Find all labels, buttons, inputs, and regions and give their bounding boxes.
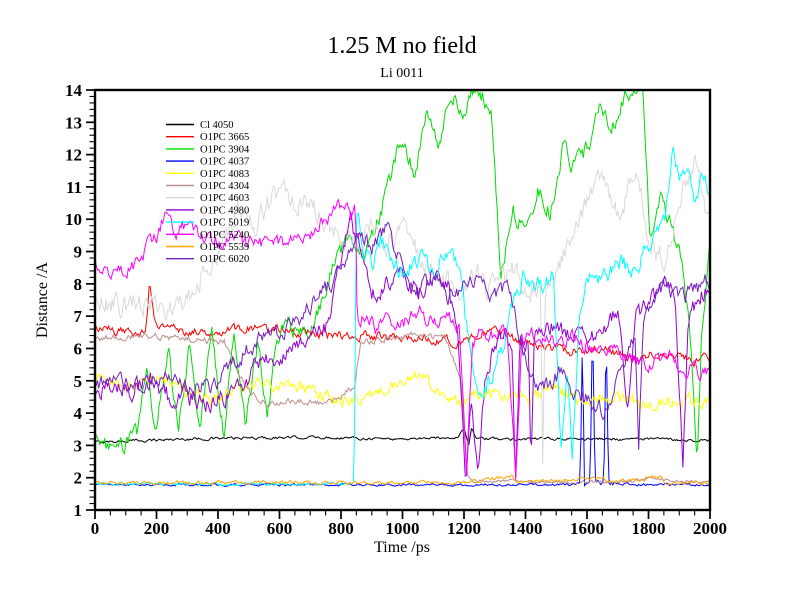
series-o1pc-3904 — [95, 89, 710, 455]
y-tick-label: 10 — [65, 210, 82, 229]
legend-item-o1pc-4037: O1PC 4037 — [166, 157, 249, 168]
y-tick-label: 8 — [74, 275, 83, 294]
series-o1pc-5019 — [95, 146, 710, 487]
y-tick-label: 4 — [74, 404, 83, 423]
chart-title: 1.25 M no field — [327, 33, 476, 59]
legend-label: O1PC 3904 — [200, 144, 250, 155]
legend-label: O1PC 5539 — [200, 242, 249, 253]
x-tick-label: 1000 — [386, 519, 420, 538]
legend-item-o1pc-4603: O1PC 4603 — [166, 193, 249, 204]
y-tick-label: 12 — [65, 146, 82, 165]
legend-item-o1pc-5240: O1PC 5240 — [166, 230, 249, 241]
x-tick-label: 800 — [328, 519, 354, 538]
x-tick-label: 1200 — [447, 519, 481, 538]
series-o1pc-5539 — [95, 474, 710, 486]
legend-item-o1pc-5539: O1PC 5539 — [166, 242, 249, 253]
y-tick-label: 13 — [65, 113, 82, 132]
x-tick-label: 200 — [144, 519, 170, 538]
y-tick-label: 11 — [66, 178, 82, 197]
series-o1pc-4980 — [95, 211, 710, 478]
legend-label: O1PC 4603 — [200, 193, 249, 204]
legend-label: O1PC 5019 — [200, 218, 249, 229]
y-tick-label: 7 — [74, 307, 83, 326]
legend-label: O1PC 6020 — [200, 254, 249, 265]
legend-label: O1PC 4037 — [200, 157, 249, 168]
plot-frame — [93, 88, 712, 512]
x-tick-label: 400 — [205, 519, 231, 538]
x-tick-label: 600 — [267, 519, 293, 538]
y-tick-label: 2 — [74, 469, 83, 488]
legend-item-o1pc-6020: O1PC 6020 — [166, 254, 249, 265]
series-o1pc-5240 — [95, 198, 710, 480]
series-o1pc-4603 — [95, 155, 710, 465]
series-o1pc-4083 — [95, 369, 710, 412]
chart-subtitle: Li 0011 — [380, 66, 423, 81]
legend-label: O1PC 4980 — [200, 205, 249, 216]
x-tick-label: 1600 — [570, 519, 604, 538]
legend-label: Cl 4050 — [200, 120, 234, 131]
x-tick-label: 0 — [91, 519, 100, 538]
series-o1pc-4037 — [95, 357, 710, 488]
legend-label: O1PC 3665 — [200, 132, 249, 143]
y-tick-label: 5 — [74, 372, 83, 391]
y-tick-label: 9 — [74, 243, 83, 262]
legend-item-o1pc-3904: O1PC 3904 — [166, 144, 250, 155]
series-cl-4050 — [95, 426, 710, 446]
x-tick-label: 1800 — [632, 519, 666, 538]
y-tick-label: 3 — [74, 436, 83, 455]
legend-item-o1pc-3665: O1PC 3665 — [166, 132, 249, 143]
y-axis-label: Distance /A — [34, 262, 51, 338]
legend-item-o1pc-5019: O1PC 5019 — [166, 218, 249, 229]
legend-item-o1pc-4304: O1PC 4304 — [166, 181, 250, 192]
legend-label: O1PC 5240 — [200, 230, 249, 241]
x-tick-label: 2000 — [693, 519, 727, 538]
legend-item-cl-4050: Cl 4050 — [166, 120, 234, 131]
x-tick-label: 1400 — [509, 519, 543, 538]
y-tick-label: 14 — [65, 81, 83, 100]
series-o1pc-6020 — [95, 221, 710, 450]
legend-item-o1pc-4083: O1PC 4083 — [166, 169, 249, 180]
legend-label: O1PC 4083 — [200, 169, 249, 180]
legend-label: O1PC 4304 — [200, 181, 250, 192]
y-tick-label: 6 — [74, 339, 83, 358]
series-layer — [95, 89, 710, 488]
x-axis-label: Time /ps — [374, 539, 430, 556]
axis-layer: 0 200 400 600 800 1000 1200 1400 1600 1800 2000123… — [65, 81, 727, 538]
y-tick-label: 1 — [74, 501, 83, 520]
legend-item-o1pc-4980: O1PC 4980 — [166, 205, 249, 216]
series-o1pc-4304 — [95, 331, 710, 485]
